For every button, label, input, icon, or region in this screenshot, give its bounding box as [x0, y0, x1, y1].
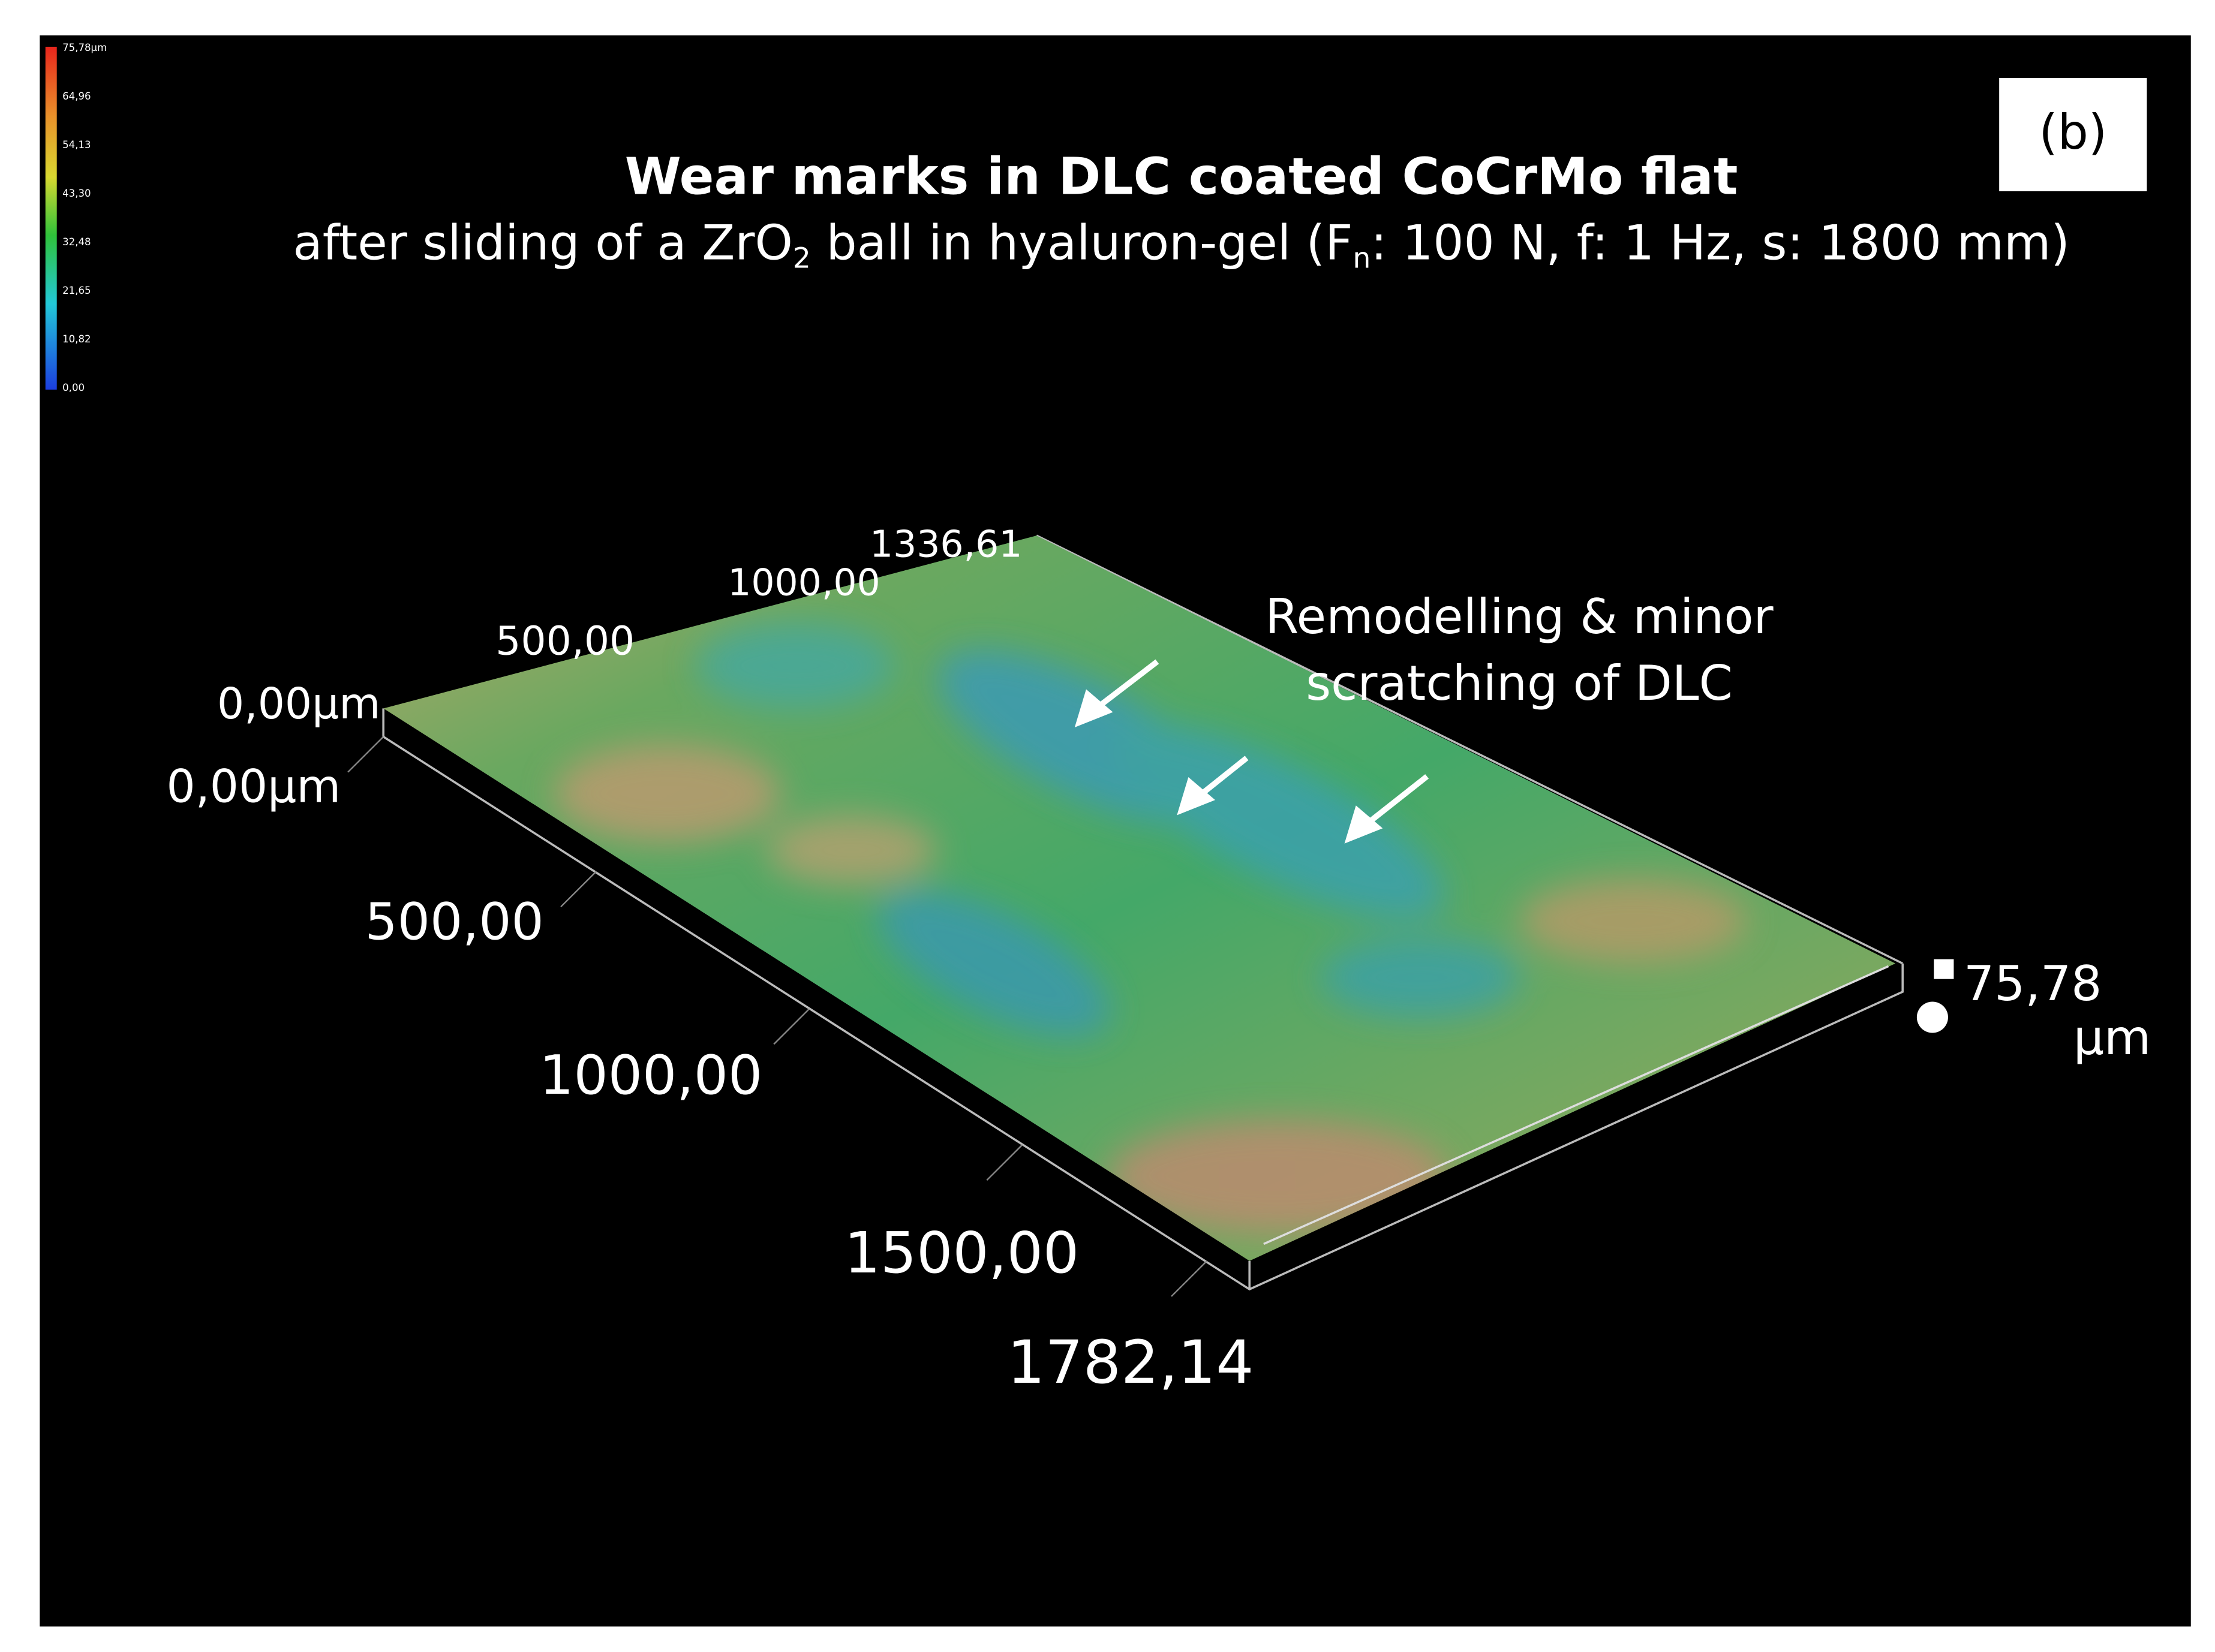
colorbar-label: 43,30: [62, 188, 91, 199]
subtitle: after sliding of a ZrO2 ball in hyaluron…: [293, 214, 2069, 275]
back-axis-label: 500,00: [495, 618, 635, 664]
marker-square: [1934, 959, 1954, 979]
back-axis-label: 1336,61: [870, 523, 1023, 566]
annotation: Remodelling & minor: [1265, 588, 1774, 645]
height-label: 75,78: [1964, 955, 2102, 1012]
back-axis-label: 0,00µm: [217, 679, 380, 729]
colorbar: [45, 46, 57, 390]
arrows: [1074, 659, 1429, 844]
title: Wear marks in DLC coated CoCrMo flat: [625, 148, 1738, 207]
annotation: scratching of DLC: [1306, 655, 1733, 711]
back-axis-label: 1000,00: [728, 561, 880, 604]
colorbar-labels: 75,78µm 64,96 54,13 43,30 32,48 21,65 10,82 0,0…: [62, 42, 107, 393]
colorbar-label: 32,48: [62, 236, 91, 248]
marker-circle: [1916, 1001, 1948, 1033]
colorbar-label: 64,96: [62, 91, 91, 102]
front-axis-label: 1000,00: [539, 1045, 762, 1107]
surface: [383, 535, 1896, 1261]
panel-label-box: [1999, 77, 2147, 191]
front-axis-label: 500,00: [365, 893, 544, 952]
panel-label: (b): [2039, 104, 2107, 160]
subtitle-part: 2: [793, 242, 811, 275]
colorbar-label: 54,13: [62, 139, 91, 151]
edge-line: [1263, 965, 1889, 1245]
subtitle-part: n: [1353, 242, 1371, 275]
subtitle-part: ball in hyaluron-gel (F: [811, 214, 1353, 270]
colorbar-label: 21,65: [62, 285, 91, 296]
front-axis-label: 0,00µm: [167, 760, 341, 813]
colorbar-label: 0,00: [62, 382, 85, 393]
subtitle-part: : 100 N, f: 1 Hz, s: 1800 mm): [1371, 214, 2069, 270]
front-axis-label: 1782,14: [1007, 1328, 1254, 1397]
axis-ticks: [347, 736, 1208, 1297]
bounding-box: [382, 534, 1904, 1291]
colorbar-label: 10,82: [62, 333, 91, 345]
height-label: µm: [2073, 1009, 2151, 1066]
subtitle-part: after sliding of a ZrO: [293, 214, 792, 270]
front-axis-label: 1500,00: [844, 1220, 1080, 1286]
colorbar-label: 75,78µm: [62, 42, 107, 53]
